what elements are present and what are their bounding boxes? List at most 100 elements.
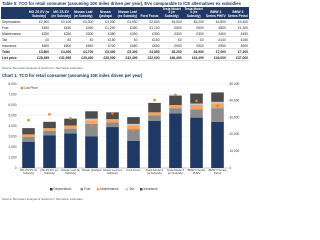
bar-segment bbox=[64, 125, 77, 129]
x-tick-label: Nissan Qashqai bbox=[81, 168, 102, 172]
bar-segment bbox=[211, 121, 224, 168]
header-cell: Ford Focus bbox=[138, 7, 161, 20]
y-tick-label: 8,000 bbox=[9, 82, 17, 86]
table-cell: £650 bbox=[116, 42, 139, 50]
x-tick-label: MG ZS EV (ex Subsidy) bbox=[40, 168, 59, 176]
legend-label: Tax bbox=[129, 187, 134, 191]
bar-segment bbox=[64, 118, 77, 126]
header-row: MG ZS EV (w Subsidy) MG ZS EV (ex Subsidy… bbox=[1, 6, 249, 20]
table-cell: £150 bbox=[94, 36, 117, 44]
bar-segment bbox=[127, 125, 140, 130]
table-cell: £40,000 bbox=[204, 54, 227, 62]
bar-segment bbox=[85, 111, 98, 119]
table-cell: Insurance bbox=[1, 42, 28, 50]
table-cell: £4,700 bbox=[72, 48, 95, 56]
table-cell: £5,300 bbox=[116, 48, 139, 56]
document: Table 5: TCO for retail consumer (assumi… bbox=[1, 1, 249, 201]
list-price-dot bbox=[195, 99, 198, 103]
bar-segment bbox=[211, 101, 224, 104]
y2-tick-label: 20,000 bbox=[230, 132, 240, 136]
x-tick-label: MG ZS EV (w Subsidy) bbox=[19, 168, 38, 176]
list-price-dot bbox=[48, 112, 51, 116]
legend-label: Maintenance bbox=[100, 187, 118, 191]
table-cell: £29,490 bbox=[72, 54, 95, 62]
bar-segment bbox=[169, 113, 182, 168]
table-cell: List price bbox=[1, 54, 28, 62]
table-cell: £300 bbox=[72, 30, 95, 38]
x-tick-label: Tesla Model 3 (w Subsidy) bbox=[145, 168, 164, 176]
table-cell: £300 bbox=[182, 30, 205, 38]
bar-segment bbox=[85, 123, 98, 137]
bar-segment bbox=[190, 93, 203, 104]
table-cell: £600 bbox=[50, 42, 73, 50]
bar-segment bbox=[43, 128, 56, 131]
bar-segment bbox=[169, 105, 182, 109]
table-cell: £450 bbox=[226, 30, 249, 38]
table-cell: £4,850 bbox=[138, 48, 161, 56]
bar-segment bbox=[169, 108, 182, 114]
header-cell: Tesla Model 3 (ex Subsidy) bbox=[182, 6, 205, 20]
table-cell: £450 bbox=[50, 24, 73, 32]
chart-source: Source: Bernstein analysis & Sanford C. … bbox=[2, 197, 83, 201]
table-cell: £1,100 bbox=[138, 24, 161, 32]
y-tick-label: 1,000 bbox=[9, 155, 17, 159]
table-source: Source: Bernstein analysis & Sanford C. … bbox=[2, 66, 83, 70]
table-cell: £0 bbox=[182, 36, 205, 44]
bar-segment bbox=[211, 108, 224, 122]
table-cell: £3,000 bbox=[94, 19, 117, 26]
table-cell: £5,400 bbox=[94, 48, 117, 56]
header-cell: Nissan Qashqai bbox=[94, 7, 117, 20]
list-price-dot bbox=[174, 93, 177, 97]
table-cell: £6,200 bbox=[160, 48, 183, 56]
bar-segment bbox=[190, 117, 203, 168]
list-price-dot bbox=[111, 112, 114, 115]
list-price-dot bbox=[216, 104, 219, 108]
bar-segment bbox=[211, 92, 224, 102]
table-row: Maintenance £250 £250 £300 £350 £300 £350 £300 £… bbox=[1, 30, 249, 38]
list-price-dot bbox=[69, 117, 72, 120]
bar-segment bbox=[148, 102, 161, 113]
y-tick-label: 4,000 bbox=[9, 124, 17, 128]
table-cell: £650 bbox=[72, 42, 95, 50]
list-price-dot bbox=[153, 98, 156, 102]
table-cell: £140 bbox=[204, 36, 227, 44]
bar-segment bbox=[22, 141, 35, 168]
header-cell: Tesla Model 3 (w Subsidy) bbox=[160, 6, 183, 20]
bar-segment bbox=[127, 123, 140, 126]
legend-label: List Price bbox=[25, 86, 38, 90]
table-cell: £5,200 bbox=[182, 19, 205, 26]
table-cell: £900 bbox=[182, 42, 205, 50]
table-cell: £900 bbox=[226, 42, 249, 50]
table-cell: £450 bbox=[28, 24, 51, 32]
header-cell: MG ZS EV (ex Subsidy) bbox=[50, 7, 73, 20]
table-cell: £4,400 bbox=[226, 19, 249, 26]
table-row: Insurance £600 £600 £650 £700 £650 £650 £900 £90… bbox=[1, 42, 249, 50]
table-cell: £450 bbox=[116, 24, 139, 32]
y-tick-label: 3,000 bbox=[9, 134, 17, 138]
x-tick-label: Nissan Leaf (w Subsidy) bbox=[61, 168, 80, 176]
bar-segment bbox=[106, 122, 119, 128]
table-cell: £800 bbox=[204, 24, 227, 32]
bar-segment bbox=[85, 136, 98, 168]
table-cell: £2,600 bbox=[138, 19, 161, 26]
table-cell: Total bbox=[1, 48, 28, 56]
bar-segment bbox=[22, 128, 35, 135]
table-cell: £350 bbox=[94, 30, 117, 38]
table-cell: £22,000 bbox=[138, 54, 161, 62]
table-cell: £0 bbox=[72, 36, 95, 44]
table-cell: £700 bbox=[94, 42, 117, 50]
legend-swatch bbox=[125, 188, 129, 191]
bar-segment bbox=[190, 105, 203, 110]
x-tick-label: BMW 3 Series Petrol bbox=[208, 168, 227, 176]
table-cell: £0 bbox=[50, 36, 73, 44]
table-row: Total £3,800 £4,400 £4,700 £5,400 £5,300 £4,85… bbox=[1, 48, 249, 56]
bar-segment bbox=[127, 117, 140, 124]
chart-title: Chart 1: TCO for retail consumer (assumi… bbox=[2, 73, 143, 78]
table-cell: £350 bbox=[138, 30, 161, 38]
bar-segment bbox=[22, 134, 35, 138]
legend-swatch bbox=[50, 188, 53, 191]
legend-label: Fuel bbox=[84, 187, 90, 191]
table-cell: £0 bbox=[160, 36, 183, 44]
bar-segment bbox=[106, 119, 119, 123]
bar-segment bbox=[148, 120, 161, 168]
